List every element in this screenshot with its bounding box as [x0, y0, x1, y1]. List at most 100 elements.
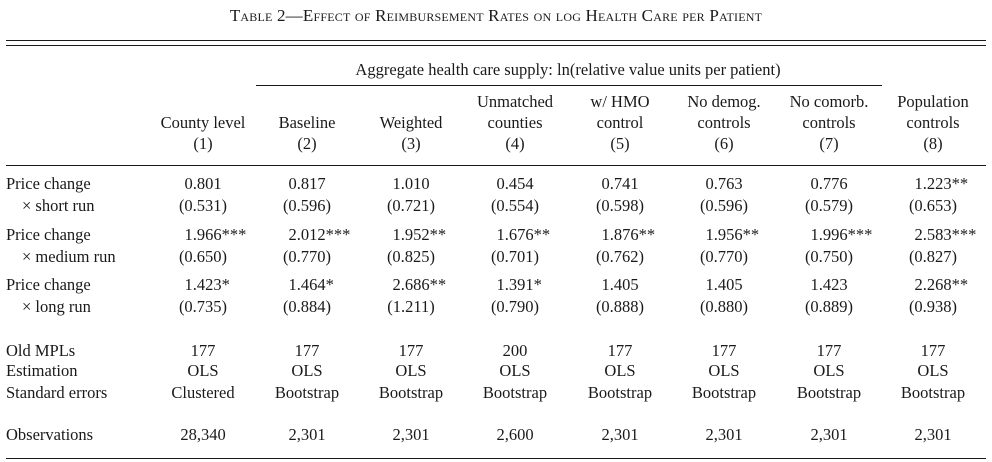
coefficient-cell: 2.012 *** — [288, 225, 350, 245]
column-header-line: Weighted — [379, 113, 443, 132]
info-cell: Bootstrap — [274, 383, 340, 402]
coefficient-value: 1.423 — [184, 275, 222, 294]
significance-stars: * — [325, 275, 334, 294]
column-header-line: Population — [897, 92, 969, 111]
significance-stars: ** — [638, 225, 656, 244]
coefficient-value: 1.952 — [392, 225, 430, 244]
standard-error-cell: (1.211) — [387, 297, 435, 316]
observations-cell: 2,301 — [288, 425, 326, 444]
coefficient-cell: 1.010 — [392, 174, 429, 194]
column-header-line: controls — [697, 113, 751, 132]
coefficient-value: 0.801 — [184, 174, 222, 193]
info-cell: Bootstrap — [900, 383, 966, 402]
coefficient-value: 1.464 — [288, 275, 326, 294]
row-label: Observations — [6, 425, 94, 444]
info-cell: OLS — [604, 361, 636, 380]
column-header: Unmatched counties (4) — [477, 91, 553, 154]
standard-error-cell: (0.701) — [490, 247, 540, 266]
coefficient-cell: 2.686 ** — [392, 275, 446, 295]
row-label: Price change — [6, 225, 91, 244]
coefficient-value: 1.996 — [810, 225, 848, 244]
info-cell: 177 — [816, 341, 842, 360]
table-title: Table 2—Effect of Reimbursement Rates on… — [229, 6, 763, 25]
coefficient-value: 1.223 — [914, 174, 952, 193]
column-header-line: (8) — [923, 134, 943, 153]
column-header-line: (2) — [297, 134, 317, 153]
column-header-line: Unmatched — [476, 92, 554, 111]
column-header-line: No comorb. — [789, 92, 869, 111]
standard-error-cell: (0.554) — [490, 196, 540, 215]
coefficient-cell: 0.454 — [496, 174, 533, 194]
column-header-line: (4) — [505, 134, 525, 153]
column-header: County level (1) — [161, 91, 246, 154]
info-cell: OLS — [708, 361, 740, 380]
coefficient-cell: 1.405 — [601, 275, 638, 295]
info-cell: OLS — [813, 361, 845, 380]
coefficient-cell: 1.876 ** — [601, 225, 655, 245]
info-cell: 200 — [502, 341, 528, 360]
coefficient-value: 1.405 — [601, 275, 639, 294]
row-label: Price change — [6, 174, 91, 193]
coefficient-value: 1.010 — [392, 174, 430, 193]
row-label: Price change — [6, 275, 91, 294]
significance-stars: ** — [742, 225, 760, 244]
bottom-rule — [6, 458, 986, 459]
column-header-line: controls — [802, 113, 856, 132]
info-cell: Bootstrap — [378, 383, 444, 402]
column-header-line: w/ HMO — [590, 92, 650, 111]
coefficient-value: 2.583 — [914, 225, 952, 244]
coefficient-value: 0.741 — [601, 174, 639, 193]
standard-error-cell: (0.579) — [804, 196, 854, 215]
coefficient-cell: 1.223 ** — [914, 174, 968, 194]
coefficient-cell: 2.268 ** — [914, 275, 968, 295]
column-header-line: (1) — [193, 134, 213, 153]
coefficient-cell: 1.391 * — [496, 275, 541, 295]
standard-error-cell: (0.596) — [699, 196, 749, 215]
column-header: Baseline (2) — [279, 91, 336, 154]
standard-error-cell: (0.888) — [595, 297, 645, 316]
observations-cell: 2,600 — [496, 425, 534, 444]
coefficient-cell: 0.776 — [810, 174, 847, 194]
column-header-line: (7) — [819, 134, 839, 153]
coefficient-cell: 1.423 — [810, 275, 847, 295]
column-header-line — [279, 91, 336, 112]
info-cell: 177 — [190, 341, 216, 360]
standard-error-cell: (0.827) — [908, 247, 958, 266]
coefficient-cell: 1.996 *** — [810, 225, 872, 245]
significance-stars: *** — [951, 225, 977, 244]
info-cell: Bootstrap — [587, 383, 653, 402]
significance-stars: * — [221, 275, 230, 294]
coefficient-cell: 1.676 ** — [496, 225, 550, 245]
coefficient-value: 0.776 — [810, 174, 848, 193]
standard-error-cell: (0.750) — [804, 247, 854, 266]
column-header: Population controls (8) — [897, 91, 969, 154]
standard-error-cell: (0.653) — [908, 196, 958, 215]
info-cell: Bootstrap — [796, 383, 862, 402]
column-header: Weighted (3) — [380, 91, 443, 154]
standard-error-cell: (0.790) — [490, 297, 540, 316]
coefficient-value: 2.686 — [392, 275, 430, 294]
coefficient-cell: 1.956 ** — [705, 225, 759, 245]
standard-error-cell: (0.938) — [908, 297, 958, 316]
coefficient-cell: 0.801 — [184, 174, 221, 194]
column-header-line: control — [596, 113, 644, 132]
row-label: Estimation — [6, 361, 78, 380]
significance-stars: *** — [847, 225, 873, 244]
significance-stars: *** — [221, 225, 247, 244]
info-cell: Clustered — [171, 383, 235, 402]
coefficient-value: 1.423 — [810, 275, 848, 294]
info-cell: 177 — [607, 341, 633, 360]
span-header: Aggregate health care supply: ln(relativ… — [355, 60, 781, 79]
standard-error-cell: (0.762) — [595, 247, 645, 266]
significance-stars: *** — [325, 225, 351, 244]
significance-stars: ** — [533, 225, 551, 244]
info-cell: OLS — [291, 361, 323, 380]
info-cell: OLS — [187, 361, 219, 380]
coefficient-cell: 1.405 — [705, 275, 742, 295]
header-rule — [6, 165, 986, 166]
coefficient-value: 1.876 — [601, 225, 639, 244]
row-label-sub: × short run — [22, 196, 95, 215]
standard-error-cell: (0.721) — [386, 196, 436, 215]
standard-error-cell: (0.884) — [282, 297, 332, 316]
column-header-line: (5) — [610, 134, 630, 153]
